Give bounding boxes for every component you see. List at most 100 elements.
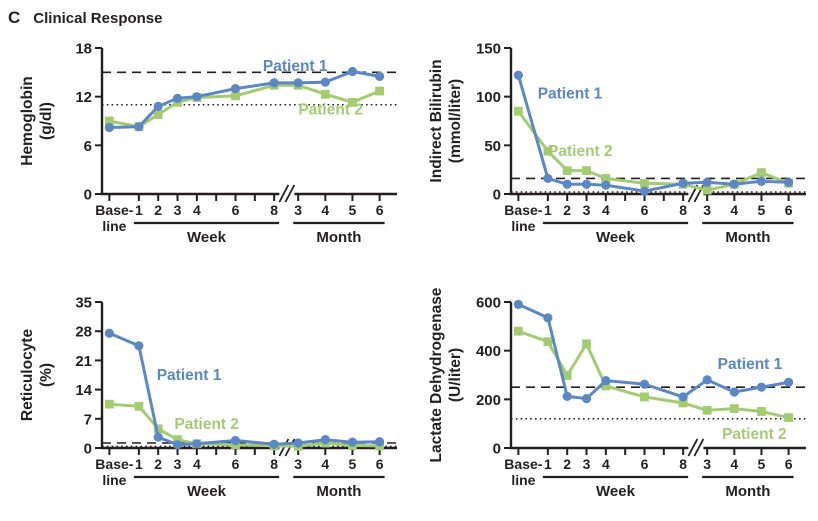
data-point	[513, 299, 523, 310]
data-point	[562, 371, 572, 380]
data-point	[153, 110, 163, 119]
month-tick-label: 3	[703, 202, 711, 218]
week-tick-label: 1	[544, 456, 552, 472]
axis-break-icon	[687, 438, 699, 457]
y-axis-unit: (mmol/liter)	[447, 79, 464, 163]
data-point	[582, 166, 591, 176]
data-point	[783, 377, 794, 387]
series-label: Patient 1	[157, 367, 222, 384]
week-tick-label: 3	[583, 202, 591, 218]
week-group-label: Week	[596, 229, 636, 246]
figure-title: Clinical Response	[33, 10, 163, 27]
y-tick-label: 0	[493, 441, 501, 458]
month-tick-label: 6	[785, 456, 793, 472]
data-point	[153, 432, 163, 442]
week-tick-label: 2	[154, 456, 162, 472]
data-point	[348, 97, 357, 107]
data-point	[347, 66, 358, 77]
data-point	[640, 392, 649, 402]
data-point	[601, 375, 611, 386]
y-tick-label: 6	[84, 138, 92, 155]
data-point	[562, 166, 572, 176]
data-point	[153, 424, 163, 434]
y-tick-label: 100	[476, 89, 501, 106]
month-tick-label: 3	[294, 456, 302, 472]
baseline-label: Base-	[504, 202, 542, 218]
data-point	[543, 313, 553, 323]
month-group-label: Month	[316, 229, 361, 246]
data-point	[784, 413, 793, 422]
month-tick-label: 4	[321, 456, 329, 472]
data-point	[582, 339, 591, 349]
week-tick-label: 3	[583, 456, 591, 472]
data-point	[374, 437, 385, 447]
data-point	[729, 404, 739, 413]
y-tick-label: 21	[75, 353, 92, 370]
data-point	[192, 92, 202, 102]
series-line-patient-1	[107, 331, 382, 447]
data-point	[640, 178, 649, 188]
week-tick-label: 4	[193, 456, 201, 472]
data-point	[543, 173, 553, 184]
week-tick-label: 1	[135, 202, 143, 218]
data-point	[513, 326, 523, 336]
data-point	[320, 89, 330, 99]
series-line-patient-2	[516, 329, 791, 420]
y-axis-unit: (U/liter)	[447, 348, 464, 402]
data-point	[543, 146, 553, 156]
data-point	[562, 391, 572, 402]
baseline-label: Base-	[504, 456, 542, 472]
data-point	[756, 382, 767, 392]
month-tick-label: 6	[376, 202, 384, 218]
month-tick-label: 5	[758, 456, 766, 472]
data-point	[293, 438, 303, 448]
axis-break-icon	[693, 438, 705, 457]
data-point	[678, 178, 688, 188]
y-tick-label: 12	[75, 89, 92, 106]
data-point	[293, 78, 303, 88]
data-point	[513, 70, 523, 80]
baseline-label: line	[511, 218, 535, 234]
week-tick-label: 6	[232, 456, 240, 472]
month-tick-label: 6	[376, 456, 384, 472]
week-group-label: Week	[187, 229, 227, 246]
data-point	[230, 83, 241, 94]
data-point	[375, 86, 384, 96]
baseline-label: line	[511, 472, 535, 488]
series-label: Patient 2	[174, 416, 239, 433]
data-point	[757, 168, 766, 177]
data-point	[153, 101, 163, 111]
baseline-label: line	[102, 472, 126, 488]
month-tick-label: 4	[730, 456, 738, 472]
month-tick-label: 4	[321, 202, 329, 218]
data-point	[601, 174, 611, 183]
week-tick-label: 3	[174, 202, 182, 218]
y-tick-label: 150	[476, 41, 501, 58]
series-label: Patient 2	[298, 102, 363, 119]
data-point	[601, 180, 611, 190]
data-point	[513, 106, 523, 116]
week-tick-label: 6	[232, 202, 240, 218]
data-point	[581, 179, 592, 189]
series-label: Patient 1	[718, 356, 783, 373]
week-tick-label: 8	[679, 456, 687, 472]
data-point	[702, 177, 712, 187]
data-point	[757, 407, 766, 416]
week-tick-label: 2	[563, 202, 571, 218]
axis-break-gap	[279, 185, 295, 203]
month-tick-label: 5	[758, 202, 766, 218]
y-axis-title: Lactate Dehydrogenase	[428, 288, 445, 462]
data-point	[104, 399, 114, 409]
data-point	[104, 122, 114, 133]
series-label: Patient 2	[722, 426, 787, 443]
axis-break-icon	[284, 184, 296, 203]
data-point	[783, 177, 794, 187]
data-point	[192, 439, 202, 449]
week-tick-label: 4	[602, 202, 610, 218]
data-point	[320, 435, 330, 445]
week-tick-label: 8	[270, 456, 278, 472]
data-point	[702, 405, 712, 415]
